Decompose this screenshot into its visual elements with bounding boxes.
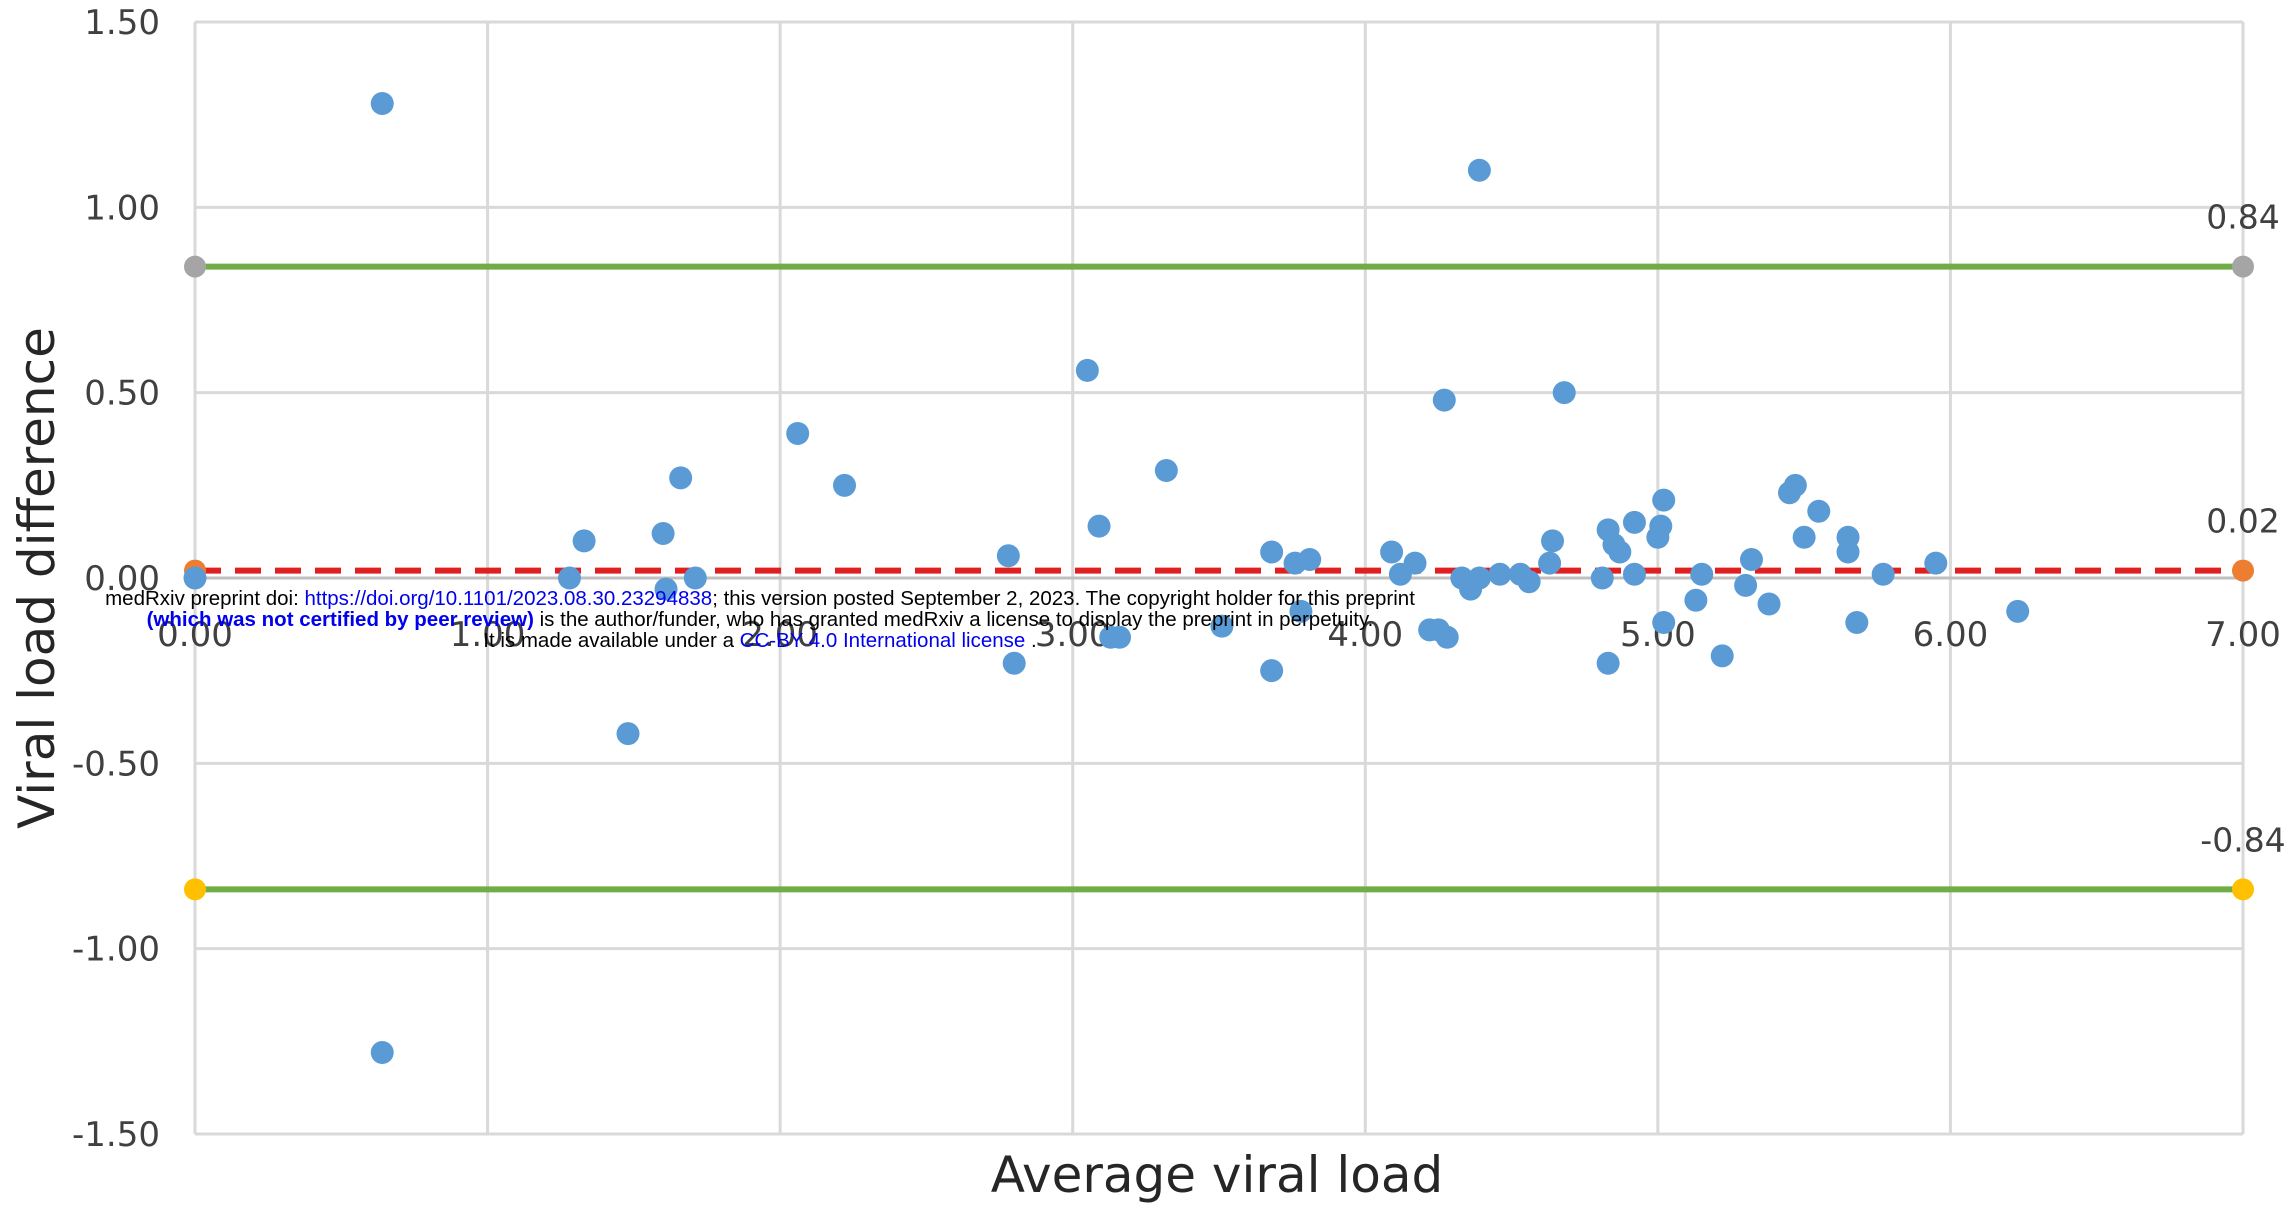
data-point	[1380, 540, 1404, 564]
doi-link[interactable]: https://doi.org/10.1101/2023.08.30.23294…	[304, 587, 713, 610]
data-point	[183, 566, 207, 590]
data-point	[1684, 588, 1708, 612]
data-point	[786, 421, 810, 445]
data-point	[1783, 473, 1807, 497]
reference-marker-left	[184, 878, 206, 901]
data-point	[572, 529, 596, 553]
data-points	[183, 92, 2030, 1064]
data-point	[669, 466, 693, 490]
x-axis-label: Average viral load	[991, 1146, 1444, 1204]
x-tick-label: 4.00	[1327, 615, 1403, 655]
data-point	[1836, 540, 1860, 564]
data-point	[833, 473, 857, 497]
data-point	[1517, 570, 1541, 594]
reference-line-label: 0.84	[2206, 198, 2279, 237]
data-point	[1792, 525, 1816, 549]
data-point	[1467, 158, 1491, 182]
y-tick-label: -1.50	[72, 1115, 160, 1155]
x-tick-label: 1.00	[450, 615, 526, 655]
data-point	[1622, 510, 1646, 534]
y-tick-label: 1.00	[84, 188, 160, 228]
data-point	[1154, 459, 1178, 483]
y-tick-label: 0.00	[84, 559, 160, 599]
data-point	[616, 722, 640, 746]
data-point	[1710, 644, 1734, 668]
y-tick-label: -0.50	[72, 744, 160, 784]
reference-marker-left	[184, 255, 206, 278]
data-point	[1807, 499, 1831, 523]
data-point	[654, 577, 678, 601]
data-point	[1734, 573, 1758, 597]
reference-lines: 0.84 0.02 -0.84	[184, 198, 2286, 901]
data-point	[1488, 562, 1512, 586]
data-point	[1649, 514, 1673, 538]
watermark-line-3: It is made available under a CC-BY 4.0 I…	[483, 629, 1037, 652]
data-point	[2006, 599, 2030, 623]
data-point	[1596, 651, 1620, 675]
data-point	[1652, 610, 1676, 634]
x-tick-label: 6.00	[1913, 615, 1989, 655]
y-tick-label: -1.00	[72, 930, 160, 970]
data-point	[1210, 614, 1234, 638]
data-point	[996, 544, 1020, 568]
preprint-watermark: medRxiv preprint doi: https://doi.org/10…	[0, 588, 1520, 651]
data-point	[1108, 625, 1132, 649]
data-point	[1541, 529, 1565, 553]
reference-marker-right	[2232, 559, 2254, 582]
data-point	[1298, 547, 1322, 571]
license-link[interactable]: CC-BY 4.0 International license	[739, 629, 1026, 652]
data-point	[1467, 566, 1491, 590]
data-point	[1590, 566, 1614, 590]
data-point	[557, 566, 581, 590]
watermark-line-1: medRxiv preprint doi: https://doi.org/10…	[105, 587, 1415, 610]
data-point	[370, 1040, 394, 1064]
data-point	[1757, 592, 1781, 616]
reference-line-label: -0.84	[2200, 820, 2285, 859]
data-point	[651, 522, 675, 546]
data-point	[1403, 551, 1427, 575]
data-point	[1260, 540, 1284, 564]
watermark-line-2: (which was not certified by peer review)…	[146, 608, 1374, 631]
y-axis-label: Viral load difference	[8, 327, 66, 829]
data-point	[1538, 551, 1562, 575]
data-point	[1622, 562, 1646, 586]
data-point	[1608, 540, 1632, 564]
y-tick-label: 0.50	[84, 374, 160, 414]
data-point	[1289, 599, 1313, 623]
x-tick-label: 3.00	[1035, 615, 1111, 655]
reference-line-label: 0.02	[2206, 502, 2279, 541]
data-point	[1739, 547, 1763, 571]
data-point	[1690, 562, 1714, 586]
data-point	[1871, 562, 1895, 586]
data-point	[1924, 551, 1948, 575]
data-point	[370, 92, 394, 116]
tick-labels: 0.00 1.00 2.00 3.00 4.00 5.00 6.00 7.001.501.00…	[72, 3, 2281, 1155]
x-tick-label: 7.00	[2205, 615, 2281, 655]
data-point	[1002, 651, 1026, 675]
data-point	[1432, 388, 1456, 412]
reference-marker-right	[2232, 878, 2254, 901]
data-point	[1552, 381, 1576, 405]
data-point	[1652, 488, 1676, 512]
data-point	[1087, 514, 1111, 538]
data-point	[1845, 610, 1869, 634]
data-point	[1435, 625, 1459, 649]
x-tick-label: 0.00	[157, 615, 233, 655]
x-tick-label: 2.00	[742, 615, 818, 655]
y-tick-label: 1.50	[84, 3, 160, 43]
reference-marker-right	[2232, 255, 2254, 278]
data-point	[1260, 659, 1284, 683]
data-point	[683, 566, 707, 590]
data-point	[1075, 358, 1099, 382]
